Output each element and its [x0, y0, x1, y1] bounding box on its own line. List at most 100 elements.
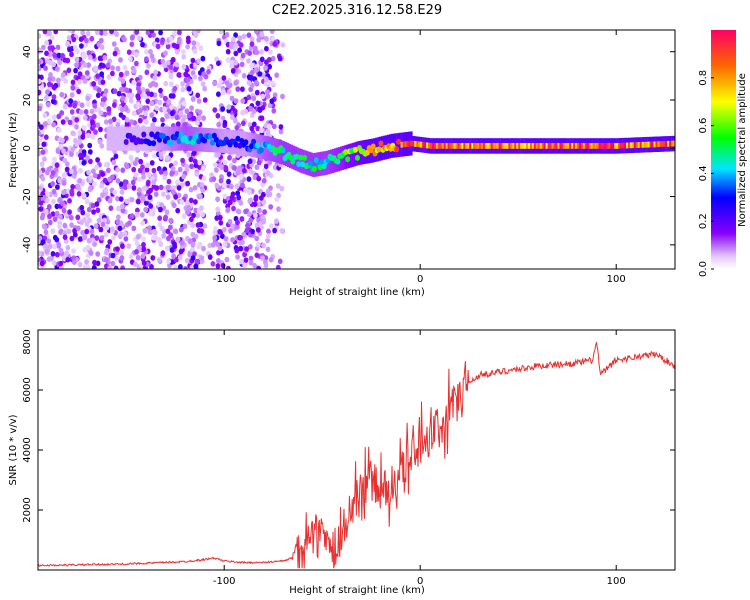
noise-speck: [149, 30, 155, 34]
noise-speck: [85, 154, 90, 161]
snr-panel: -100 0 100 2000 4000 6000 8000 Height of stra…: [8, 329, 676, 596]
noise-speck: [280, 93, 285, 100]
noise-speck: [190, 96, 196, 102]
noise-speck: [177, 166, 183, 173]
noise-speck: [50, 228, 56, 234]
noise-speck: [263, 262, 269, 269]
noise-speck: [59, 110, 65, 116]
noise-speck: [104, 225, 110, 231]
noise-speck: [131, 79, 137, 86]
noise-speck: [165, 184, 171, 191]
noise-speck: [262, 209, 267, 215]
noise-speck: [89, 108, 95, 115]
noise-speck: [255, 241, 261, 248]
noise-speck: [140, 253, 146, 259]
signal-point: [535, 143, 539, 149]
noise-speck: [124, 163, 130, 170]
noise-speck: [226, 178, 231, 185]
signal-point: [300, 161, 306, 168]
noise-speck: [168, 64, 174, 70]
noise-speck: [80, 30, 86, 36]
noise-speck: [54, 251, 60, 258]
signal-point: [412, 140, 415, 147]
signal-point: [490, 143, 494, 149]
noise-speck: [43, 134, 49, 140]
noise-speck: [103, 257, 109, 263]
noise-speck: [44, 40, 49, 46]
noise-speck: [180, 81, 186, 87]
noise-speck: [274, 196, 280, 203]
noise-speck: [160, 117, 165, 123]
noise-speck: [159, 92, 164, 99]
noise-speck: [173, 264, 178, 269]
noise-speck: [253, 196, 259, 202]
noise-speck: [51, 61, 56, 68]
noise-speck: [227, 218, 233, 225]
signal-point: [270, 145, 276, 152]
signal-point: [258, 147, 264, 153]
noise-speck: [84, 259, 89, 265]
noise-speck: [73, 67, 78, 74]
noise-speck: [118, 231, 124, 238]
noise-speck: [254, 164, 260, 170]
signal-point: [498, 143, 501, 149]
noise-speck: [78, 36, 84, 42]
noise-speck: [67, 198, 72, 204]
y-tick-label: 2000: [22, 497, 33, 522]
noise-speck: [62, 222, 68, 229]
noise-speck: [147, 225, 152, 231]
signal-glow: [237, 130, 241, 155]
signal-point: [606, 143, 609, 149]
noise-speck: [151, 234, 156, 241]
noise-speck: [101, 63, 106, 69]
noise-speck: [259, 56, 265, 63]
noise-speck: [232, 157, 237, 164]
noise-speck: [94, 235, 100, 241]
noise-speck: [214, 215, 220, 221]
noise-speck: [60, 137, 65, 144]
noise-speck: [99, 44, 105, 51]
noise-speck: [100, 79, 106, 85]
noise-speck: [247, 158, 253, 165]
noise-speck: [42, 156, 47, 162]
noise-speck: [84, 70, 90, 76]
noise-speck: [261, 177, 267, 184]
signal-point: [584, 143, 588, 149]
noise-speck: [249, 125, 255, 132]
noise-speck: [85, 212, 91, 219]
noise-speck: [261, 242, 266, 249]
noise-speck: [188, 156, 194, 163]
noise-speck: [77, 177, 83, 184]
noise-speck: [233, 98, 239, 104]
noise-speck: [210, 242, 216, 248]
noise-speck: [221, 183, 227, 189]
signal-point: [294, 153, 300, 160]
signal-point: [190, 139, 196, 146]
noise-speck: [216, 82, 222, 89]
signal-point: [653, 141, 656, 148]
signal-point: [149, 131, 155, 138]
noise-speck: [122, 64, 128, 71]
noise-speck: [94, 30, 100, 36]
signal-glow: [247, 132, 250, 157]
signal-point: [629, 142, 633, 149]
noise-speck: [268, 257, 274, 263]
noise-speck: [119, 86, 124, 93]
noise-speck: [114, 255, 120, 262]
noise-speck: [91, 264, 97, 269]
colorbar-scale: [711, 30, 736, 269]
noise-speck: [222, 241, 228, 248]
signal-point: [569, 143, 572, 149]
noise-speck: [85, 30, 91, 37]
noise-speck: [82, 78, 88, 84]
noise-speck: [228, 43, 234, 50]
noise-speck: [128, 56, 133, 62]
noise-speck: [148, 203, 154, 209]
signal-point: [457, 143, 460, 149]
signal-point: [514, 143, 517, 149]
signal-point: [426, 142, 429, 149]
signal-point: [553, 143, 556, 149]
noise-speck: [238, 42, 244, 48]
noise-speck: [50, 170, 56, 176]
